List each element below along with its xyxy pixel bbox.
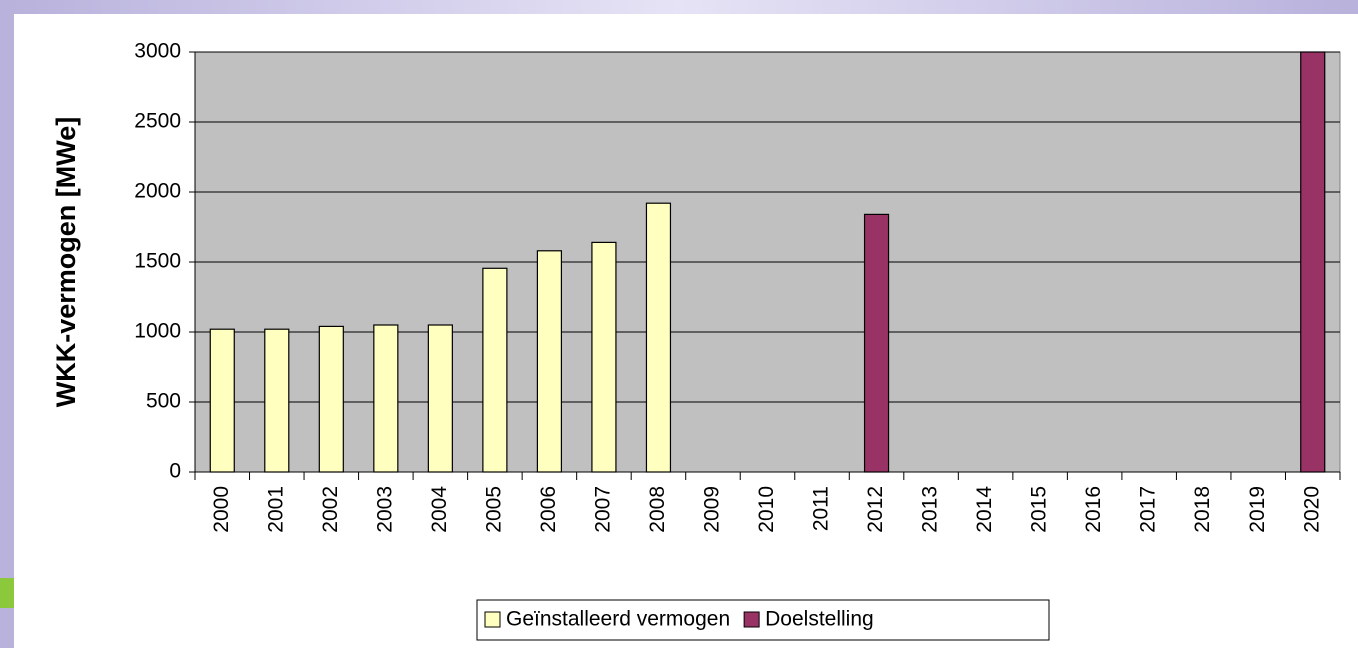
x-tick-label: 2016: [1082, 486, 1105, 533]
x-tick-label: 2001: [264, 486, 287, 533]
x-tick-label: 2003: [373, 486, 396, 533]
x-tick-label: 2014: [973, 486, 996, 533]
bar: [264, 328, 290, 473]
x-tick-label: 2008: [646, 486, 669, 533]
y-tick-label: 2000: [134, 180, 181, 203]
y-tick-label: 1000: [134, 320, 181, 343]
x-tick-label: 2019: [1246, 486, 1269, 533]
y-axis-title: WKK-vermogen [MWe]: [51, 117, 81, 408]
y-tick-label: 2500: [134, 110, 181, 133]
x-tick-label: 2020: [1300, 486, 1323, 533]
x-tick-label: 2000: [210, 486, 233, 533]
x-tick-label: 2015: [1028, 486, 1051, 533]
legend-label: Doelstelling: [765, 608, 874, 631]
x-tick-label: 2013: [919, 486, 942, 533]
legend-label: Geïnstalleerd vermogen: [506, 608, 730, 631]
x-tick-label: 2018: [1191, 486, 1214, 533]
bar: [209, 328, 235, 473]
x-tick-label: 2005: [482, 486, 505, 533]
x-tick-label: 2009: [701, 486, 724, 533]
y-tick-label: 1500: [134, 250, 181, 273]
legend-swatch: [743, 611, 760, 628]
x-tick-label: 2010: [755, 486, 778, 533]
bar: [318, 325, 344, 473]
bar: [645, 202, 672, 473]
y-tick-label: 500: [146, 390, 181, 413]
x-tick-label: 2007: [591, 486, 614, 533]
x-tick-label: 2017: [1137, 486, 1160, 533]
bar: [373, 324, 399, 473]
y-tick-label: 3000: [134, 40, 181, 63]
legend-swatch: [484, 611, 501, 628]
bar: [591, 241, 617, 473]
x-tick-label: 2011: [810, 486, 833, 531]
bar: [863, 213, 890, 473]
y-tick-label: 0: [169, 460, 181, 483]
bar: [1300, 51, 1326, 473]
x-tick-label: 2006: [537, 486, 560, 533]
slide-accent: [0, 578, 16, 608]
x-tick-label: 2002: [319, 486, 342, 533]
bar: [482, 267, 508, 473]
bar: [536, 250, 563, 473]
bar: [427, 324, 453, 473]
legend: [476, 599, 1050, 641]
x-tick-label: 2012: [864, 486, 887, 533]
x-tick-label: 2004: [428, 486, 451, 533]
